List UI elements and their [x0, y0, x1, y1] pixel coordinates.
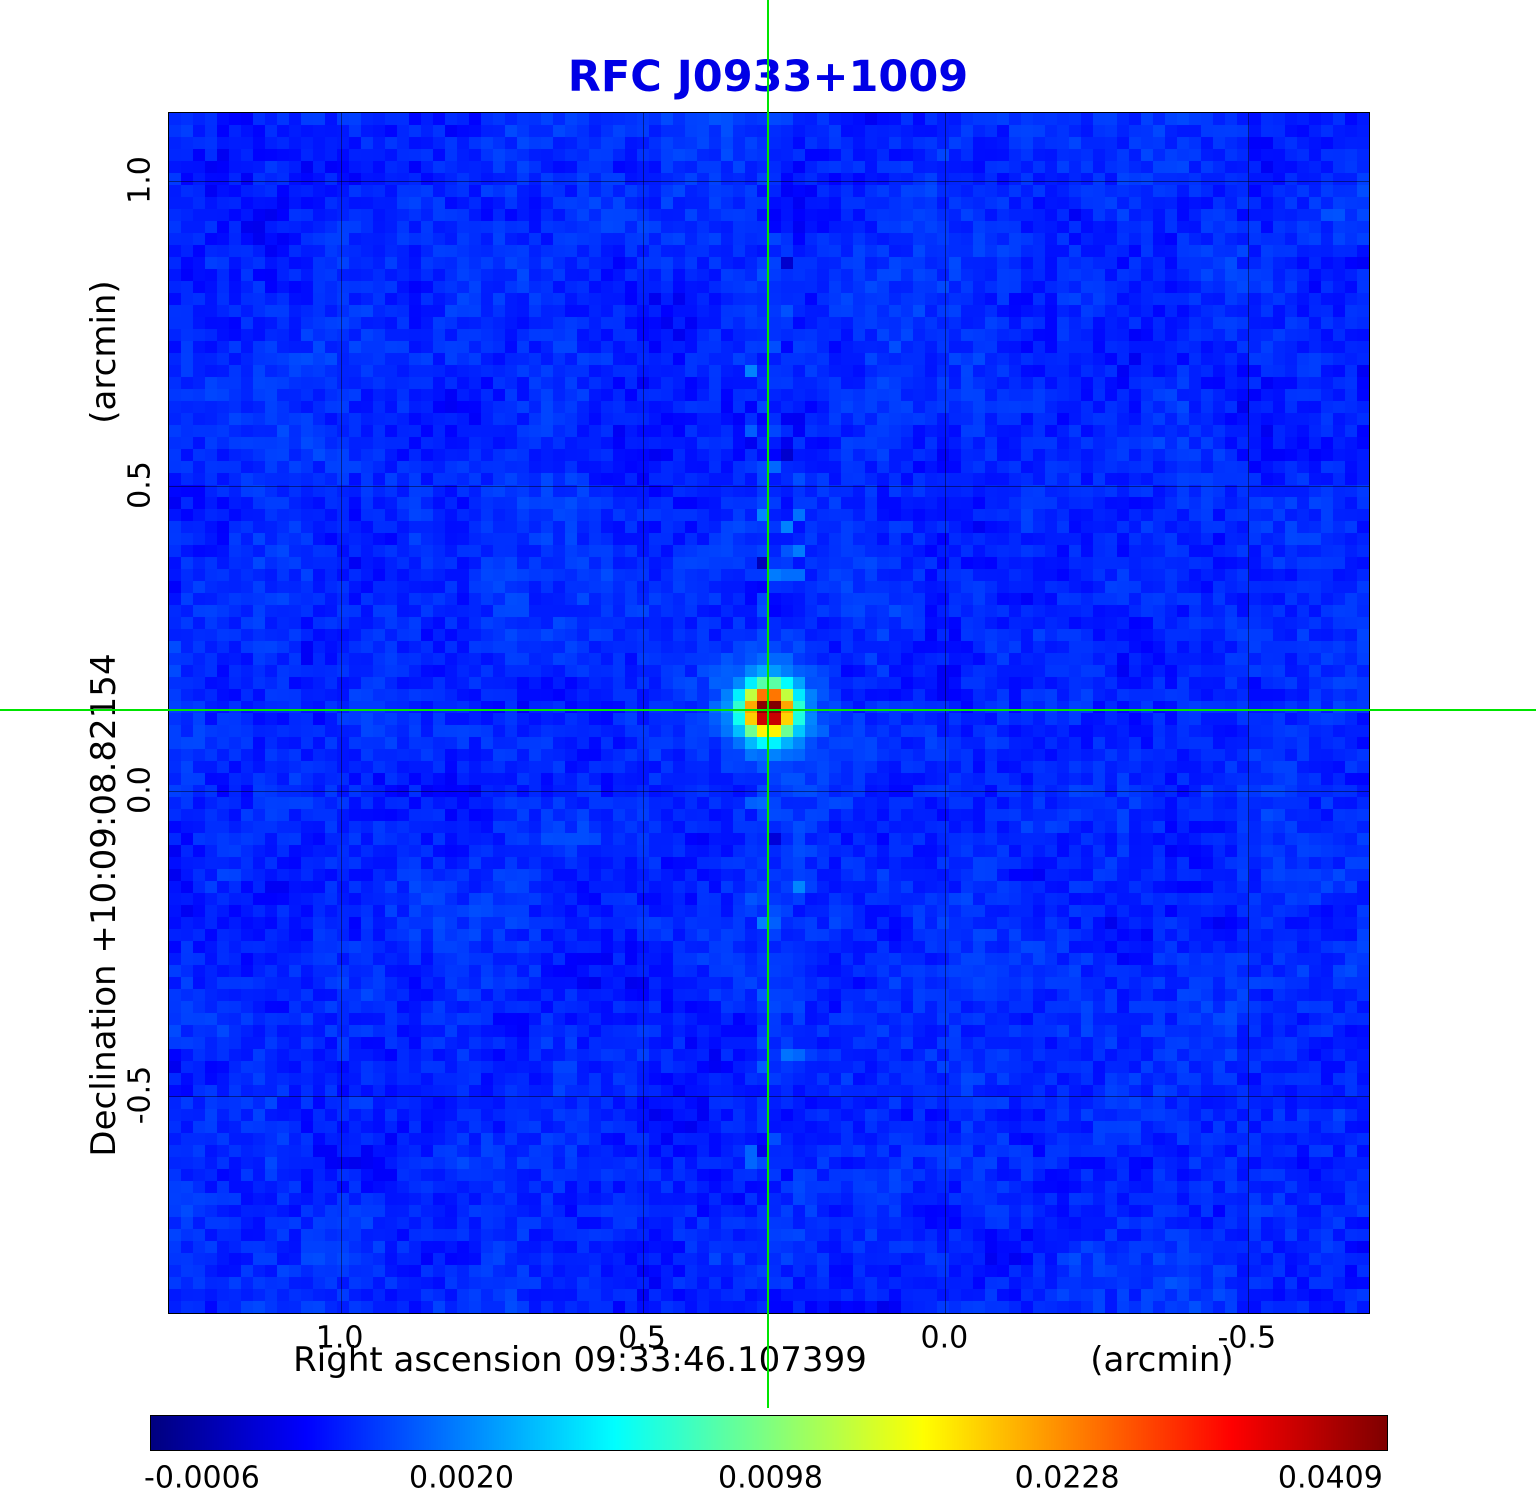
y-axis-unit-label: (arcmin) — [84, 280, 124, 424]
x-tick-label: 0.5 — [618, 1320, 666, 1356]
x-axis-unit-label: (arcmin) — [1090, 1340, 1234, 1380]
x-tick-label: 1.0 — [315, 1320, 364, 1356]
y-tick-label: 1.0 — [122, 156, 158, 205]
x-tick-label: 0.0 — [920, 1320, 969, 1356]
colorbar-tick-label: 0.0098 — [717, 1460, 823, 1496]
colorbar-tick-label: 0.0409 — [1277, 1460, 1383, 1496]
y-tick-label: 0.0 — [122, 766, 158, 814]
crosshair-horizontal-line — [0, 709, 1536, 711]
crosshair-vertical-line — [767, 0, 769, 1408]
y-axis-label: Declination +10:09:08.82154 — [84, 653, 124, 1157]
x-axis-label: Right ascension 09:33:46.107399 — [293, 1340, 867, 1380]
colorbar-tick-label: -0.0006 — [144, 1460, 260, 1496]
colorbar — [150, 1415, 1388, 1451]
y-tick-label: -0.5 — [122, 1065, 158, 1125]
plot-area — [168, 112, 1370, 1314]
colorbar-tick-label: 0.0020 — [408, 1460, 514, 1496]
x-tick-label: -0.5 — [1217, 1320, 1277, 1356]
sky-image-canvas — [169, 113, 1369, 1313]
y-tick-label: 0.5 — [122, 461, 158, 510]
colorbar-tick-label: 0.0228 — [1014, 1460, 1120, 1496]
